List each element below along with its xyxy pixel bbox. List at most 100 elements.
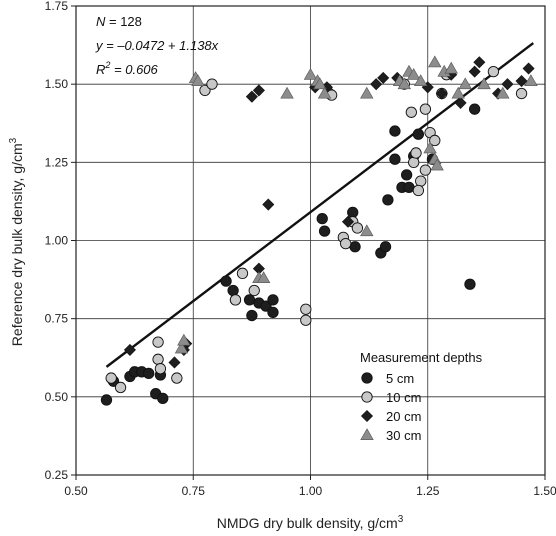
data-point-5-cm	[318, 225, 331, 237]
data-point-5-cm	[464, 278, 476, 290]
stats-annotation: N = 128 y = –0.0472 + 1.138x R2 = 0.606	[95, 14, 219, 77]
data-point-30-cm	[360, 224, 374, 237]
data-point-20-cm	[515, 75, 528, 88]
data-point-5-cm	[267, 294, 279, 306]
data-point-5-cm	[349, 241, 361, 253]
data-point-20-cm	[341, 215, 355, 228]
data-point-10-cm	[408, 156, 420, 168]
data-point-10-cm	[171, 372, 183, 384]
data-point-30-cm	[313, 77, 327, 90]
data-point-5-cm	[389, 153, 401, 165]
data-point-10-cm	[351, 222, 364, 234]
data-point-5-cm	[400, 169, 413, 181]
data-point-5-cm	[389, 125, 401, 137]
data-point-10-cm	[429, 134, 441, 147]
y-tick-label: 1.25	[45, 155, 69, 169]
data-point-10-cm	[154, 363, 167, 375]
data-point-30-cm	[451, 86, 465, 99]
legend-label-5-cm: 5 cm	[386, 371, 414, 386]
points-layer	[100, 55, 538, 406]
data-point-20-cm	[245, 90, 258, 103]
legend-label-20-cm: 20 cm	[386, 409, 421, 424]
data-point-30-cm	[177, 333, 191, 346]
data-point-5-cm	[243, 294, 256, 306]
data-point-10-cm	[206, 78, 218, 90]
data-point-30-cm	[413, 74, 428, 86]
x-tick-label: 1.25	[416, 484, 440, 498]
legend-marker-5-cm	[361, 372, 373, 384]
legend-marker-10-cm	[361, 391, 373, 403]
data-point-10-cm	[300, 303, 312, 315]
y-tick-label: 1.50	[45, 77, 69, 91]
data-point-20-cm	[435, 87, 448, 100]
legend: Measurement depths 5 cm 10 cm 20 cm 30 cm	[360, 350, 483, 443]
data-point-5-cm	[143, 367, 155, 380]
x-tick-label: 0.50	[64, 484, 88, 498]
data-point-10-cm	[412, 184, 425, 197]
legend-label-10-cm: 10 cm	[386, 390, 421, 405]
data-point-30-cm	[444, 61, 458, 74]
legend-label-30-cm: 30 cm	[386, 428, 421, 443]
data-point-10-cm	[114, 381, 127, 394]
data-point-20-cm	[454, 96, 467, 109]
data-point-20-cm	[501, 78, 514, 91]
data-point-20-cm	[168, 356, 181, 369]
data-point-30-cm	[174, 341, 189, 354]
data-point-30-cm	[256, 271, 271, 283]
data-point-10-cm	[515, 87, 528, 100]
data-point-10-cm	[419, 103, 432, 115]
data-point-5-cm	[100, 394, 113, 406]
data-point-5-cm	[347, 206, 359, 219]
x-axis-title: NMDG dry bulk density, g/cm3	[217, 514, 404, 531]
data-point-5-cm	[260, 300, 272, 312]
data-point-5-cm	[379, 241, 392, 253]
data-point-10-cm	[105, 372, 117, 384]
x-tick-label: 1.50	[533, 484, 556, 498]
data-point-30-cm	[406, 67, 421, 80]
legend-title: Measurement depths	[360, 350, 483, 365]
data-point-5-cm	[220, 275, 232, 287]
y-tick-label: 1.75	[45, 0, 69, 13]
y-tick-label: 0.50	[45, 390, 69, 404]
data-point-10-cm	[340, 237, 352, 250]
data-point-30-cm	[430, 158, 444, 171]
data-point-5-cm	[316, 212, 328, 225]
data-point-30-cm	[496, 86, 510, 99]
n-annotation: N = 128	[96, 14, 142, 29]
data-point-30-cm	[423, 141, 437, 154]
data-point-5-cm	[382, 194, 394, 206]
data-point-10-cm	[419, 164, 432, 176]
data-point-5-cm	[403, 181, 415, 193]
data-point-5-cm	[412, 128, 425, 140]
y-axis-title: Reference dry bulk density, g/cm3	[8, 137, 25, 346]
data-point-10-cm	[248, 284, 260, 297]
data-point-20-cm	[252, 84, 265, 97]
data-point-20-cm	[370, 78, 383, 91]
data-point-10-cm	[410, 147, 422, 159]
data-point-30-cm	[317, 86, 332, 99]
x-tick-label: 1.00	[299, 484, 323, 498]
legend-marker-30-cm	[360, 428, 374, 440]
data-point-20-cm	[473, 56, 486, 69]
ticks-layer: 0.50 0.75 1.00 1.25 1.50 0.25 0.50 0.75 1.00 1.25…	[45, 0, 556, 498]
data-point-5-cm	[267, 306, 279, 319]
data-point-10-cm	[229, 294, 242, 306]
data-point-10-cm	[152, 353, 164, 365]
y-tick-label: 1.00	[45, 234, 69, 248]
data-point-30-cm	[477, 77, 491, 90]
data-point-10-cm	[405, 106, 417, 118]
equation-annotation: y = –0.0472 + 1.138x	[95, 38, 219, 53]
data-point-20-cm	[123, 343, 136, 356]
data-point-30-cm	[360, 86, 374, 99]
data-point-10-cm	[199, 84, 211, 97]
data-point-20-cm	[262, 198, 275, 211]
y-tick-label: 0.75	[45, 312, 69, 326]
data-point-10-cm	[487, 66, 500, 78]
data-point-5-cm	[227, 284, 239, 297]
data-point-30-cm	[458, 77, 472, 90]
data-point-10-cm	[300, 314, 312, 326]
r2-annotation: R2 = 0.606	[96, 60, 159, 77]
data-point-30-cm	[303, 67, 318, 80]
legend-marker-20-cm	[360, 409, 374, 423]
